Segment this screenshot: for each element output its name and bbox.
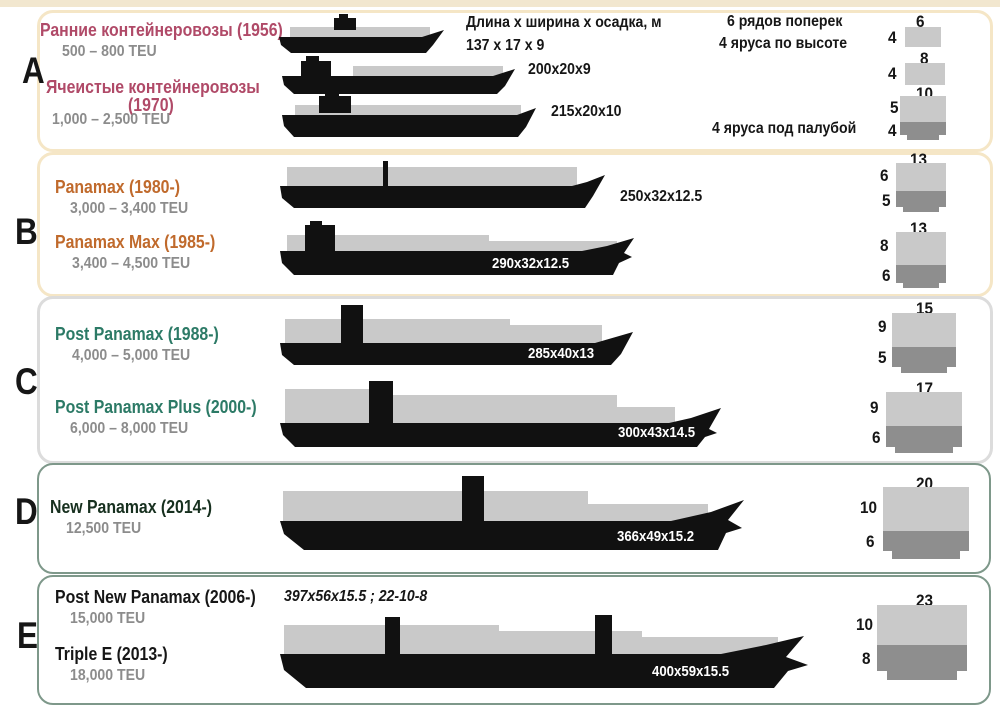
below-deck-keel xyxy=(892,551,960,559)
tiers-above-deck: 8 xyxy=(880,236,889,255)
below-deck-keel xyxy=(887,671,957,680)
dims-panamax-max: 290x32x12.5 xyxy=(492,255,570,272)
ship-panamax-max-silhouette xyxy=(280,221,634,275)
section-a-letter: A xyxy=(22,50,45,91)
note-tiers-below-deck: 4 яруса под палубой xyxy=(712,120,857,137)
class-title-post-panamax: Post Panamax (1988-) xyxy=(55,324,219,344)
below-deck-keel xyxy=(903,283,939,288)
tiers-above-deck: 6 xyxy=(880,166,889,185)
class-title-cellular: Ячеистые контейнеровозы xyxy=(46,77,260,97)
below-deck-stack xyxy=(892,347,956,367)
above-deck-stack xyxy=(886,392,962,426)
tiers-below-deck: 5 xyxy=(882,191,891,210)
above-deck-stack xyxy=(877,605,967,645)
tiers-above-deck: 9 xyxy=(870,398,879,417)
dims-early-ship: 137 х 17 х 9 xyxy=(466,37,545,54)
tiers-below-deck: 6 xyxy=(872,428,881,447)
note-rows-across: 6 рядов поперек xyxy=(727,13,843,30)
tiers-above-deck: 10 xyxy=(856,615,874,634)
above-deck-stack xyxy=(905,63,945,85)
dims-post-panamax: 285x40x13 xyxy=(528,345,595,362)
section-c-box xyxy=(37,296,993,464)
below-deck-stack xyxy=(900,122,946,135)
ship-panamax-silhouette xyxy=(280,161,605,208)
teu-range-cellular: 1,000 – 2,500 TEU xyxy=(52,111,171,128)
tiers-above-deck: 4 xyxy=(888,28,897,47)
ship-cellular-1970a-silhouette xyxy=(282,56,515,94)
ship-cellular-1970b-silhouette xyxy=(282,94,536,137)
tiers-below-deck: 6 xyxy=(866,532,875,551)
top-border-strip xyxy=(0,0,1000,7)
teu-range-post-new-panamax: 15,000 TEU xyxy=(70,610,146,627)
tiers-below-deck: 5 xyxy=(878,348,887,367)
dims-post-new-panamax: 397x56x15.5 ; 22-10-8 xyxy=(284,588,428,605)
dims-cellular-a: 200x20x9 xyxy=(528,61,591,78)
below-deck-stack xyxy=(896,265,946,283)
tiers-above-deck: 9 xyxy=(878,317,887,336)
below-deck-keel xyxy=(903,207,939,212)
dims-panamax: 250x32x12.5 xyxy=(620,188,703,205)
containers-across: 6 xyxy=(916,12,925,31)
ship-post-panamax-plus-silhouette xyxy=(280,381,721,447)
class-title-new-panamax: New Panamax (2014-) xyxy=(50,497,213,517)
below-deck-stack xyxy=(886,426,962,447)
ship-early-1956-silhouette xyxy=(279,14,444,53)
ship-triple-e-silhouette xyxy=(280,615,808,688)
dims-post-panamax-plus: 300x43x14.5 xyxy=(618,424,696,441)
note-tiers-height: 4 яруса по высоте xyxy=(719,35,848,52)
teu-range-early: 500 – 800 TEU xyxy=(62,43,157,60)
below-deck-keel xyxy=(895,447,953,453)
containers-across: 8 xyxy=(920,49,929,68)
above-deck-stack xyxy=(896,163,946,191)
below-deck-stack xyxy=(877,645,967,671)
below-deck-stack xyxy=(883,531,969,551)
teu-range-panamax-max: 3,400 – 4,500 TEU xyxy=(72,255,191,272)
section-c-letter: C xyxy=(15,361,38,402)
class-title-cellular-year: (1970) xyxy=(128,95,174,115)
ship-post-panamax-silhouette xyxy=(280,305,633,365)
below-deck-keel xyxy=(901,367,947,373)
tiers-above-deck: 5 xyxy=(890,98,899,117)
above-deck-stack xyxy=(892,313,956,347)
section-b-letter: B xyxy=(15,211,38,252)
tiers-below-deck: 6 xyxy=(882,266,891,285)
dims-heading: Длина х ширина х осадка, м xyxy=(466,14,662,31)
tiers-below-deck: 8 xyxy=(862,649,871,668)
dims-new-panamax: 366x49x15.2 xyxy=(617,528,695,545)
above-deck-stack xyxy=(896,232,946,265)
tiers-above-deck: 4 xyxy=(888,64,897,83)
teu-range-post-panamax: 4,000 – 5,000 TEU xyxy=(72,347,191,364)
ship-new-panamax-silhouette xyxy=(280,476,744,550)
tiers-below-deck: 4 xyxy=(888,121,897,140)
class-title-panamax-max: Panamax Max (1985-) xyxy=(55,232,216,252)
above-deck-stack xyxy=(900,96,946,122)
above-deck-stack xyxy=(905,27,941,47)
dims-cellular-b: 215x20x10 xyxy=(551,103,622,120)
teu-range-post-panamax-plus: 6,000 – 8,000 TEU xyxy=(70,420,189,437)
teu-range-triple-e: 18,000 TEU xyxy=(70,667,146,684)
below-deck-stack xyxy=(896,191,946,207)
class-title-post-new-panamax: Post New Panamax (2006-) xyxy=(55,587,256,607)
below-deck-keel xyxy=(907,135,939,140)
class-title-panamax: Panamax (1980-) xyxy=(55,177,181,197)
teu-range-panamax: 3,000 – 3,400 TEU xyxy=(70,200,189,217)
tiers-above-deck: 10 xyxy=(860,498,878,517)
dims-triple-e: 400x59x15.5 xyxy=(652,663,730,680)
teu-range-new-panamax: 12,500 TEU xyxy=(66,520,142,537)
class-title-early: Ранние контейнеровозы (1956) xyxy=(40,20,283,40)
class-title-triple-e: Triple E (2013-) xyxy=(55,644,168,664)
above-deck-stack xyxy=(883,487,969,531)
class-title-post-panamax-plus: Post Panamax Plus (2000-) xyxy=(55,397,257,417)
section-d-letter: D xyxy=(15,491,38,532)
section-e-letter: E xyxy=(17,615,38,656)
